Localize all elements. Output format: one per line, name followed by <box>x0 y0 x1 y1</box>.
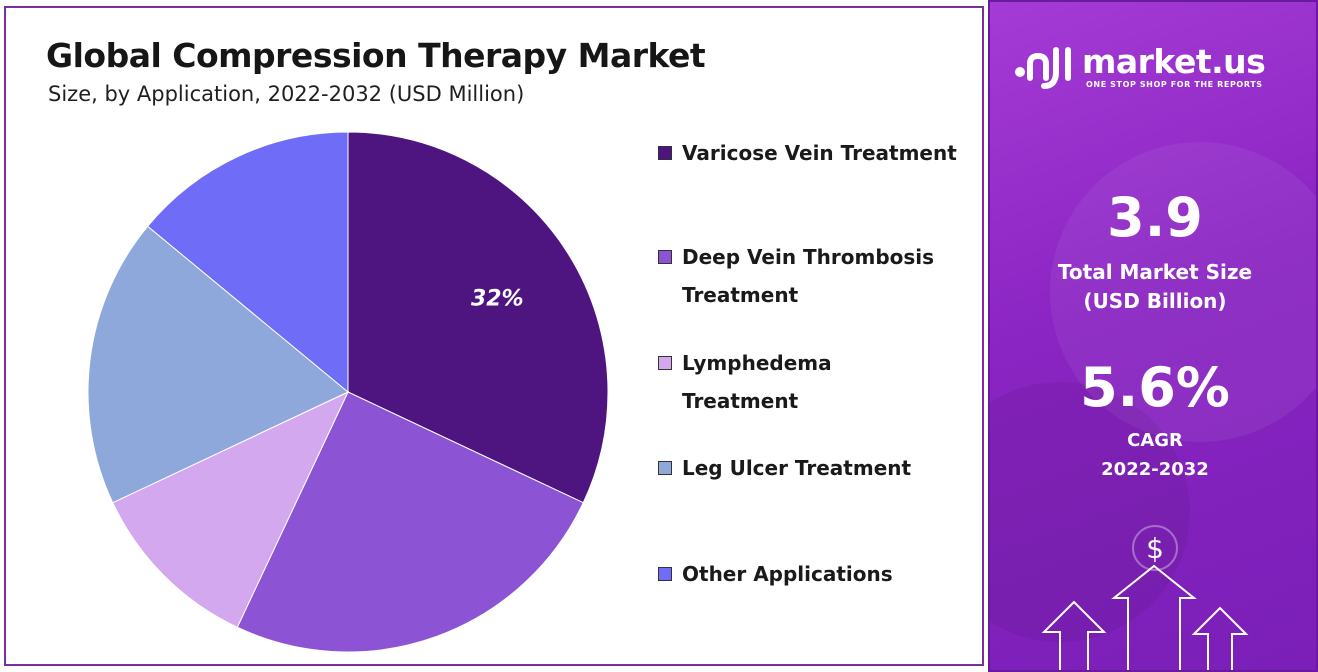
arrow-up-icon-center <box>1111 564 1197 670</box>
cagr-period: 2022-2032 <box>1101 459 1209 480</box>
cagr-label: CAGR 2022-2032 <box>990 426 1316 484</box>
market-size-label-line-2: (USD Billion) <box>1083 289 1227 313</box>
cagr-label-text: CAGR <box>1127 430 1183 451</box>
legend-swatch <box>658 250 672 264</box>
market-size-value: 3.9 <box>1107 186 1203 249</box>
market-size-label: Total Market Size (USD Billion) <box>990 258 1316 316</box>
brand-logo: market.us ONE STOP SHOP FOR THE REPORTS <box>1014 42 1304 92</box>
background-decoration <box>1050 142 1316 442</box>
chart-subtitle: Size, by Application, 2022-2032 (USD Mil… <box>48 82 525 106</box>
chart-panel: Global Compression Therapy Market Size, … <box>4 6 984 666</box>
pie-data-label: 32% <box>471 286 524 311</box>
pie-slice-varicose-vein-treatment <box>347 131 609 504</box>
background-decoration <box>990 382 1190 642</box>
growth-arrows-icon: $ <box>1041 525 1249 670</box>
legend-label: Other Applications <box>682 562 893 586</box>
brand-tagline: ONE STOP SHOP FOR THE REPORTS <box>1086 80 1263 89</box>
pie-slice-leg-ulcer-treatment <box>87 225 349 504</box>
market-us-logo-icon <box>1015 47 1071 89</box>
legend-swatch <box>658 567 672 581</box>
legend-label: Leg Ulcer Treatment <box>682 456 912 480</box>
chart-title: Global Compression Therapy Market <box>46 36 706 75</box>
dollar-icon: $ <box>1146 532 1164 565</box>
info-panel: market.us ONE STOP SHOP FOR THE REPORTS … <box>988 0 1318 672</box>
legend-label: Lymphedema Treatment <box>682 351 832 413</box>
legend-swatch <box>658 146 672 160</box>
arrow-up-icon-left <box>1041 600 1107 670</box>
legend-swatch <box>658 461 672 475</box>
legend-label: Varicose Vein Treatment <box>682 141 957 165</box>
pie-slice-other-applications <box>146 131 349 394</box>
cagr-value: 5.6% <box>1080 356 1230 419</box>
legend-label: Deep Vein Thrombosis Treatment <box>682 245 935 307</box>
pie-slice-deep-vein-thrombosis-treatment <box>236 391 584 653</box>
pie-chart: 32% <box>87 131 609 653</box>
brand-name: market.us <box>1082 42 1266 81</box>
market-size-label-line-1: Total Market Size <box>1057 260 1253 284</box>
arrow-up-icon-right <box>1191 606 1249 670</box>
legend-swatch <box>658 356 672 370</box>
pie-slice-lymphedema-treatment <box>112 390 350 628</box>
coin-icon <box>1132 525 1178 571</box>
